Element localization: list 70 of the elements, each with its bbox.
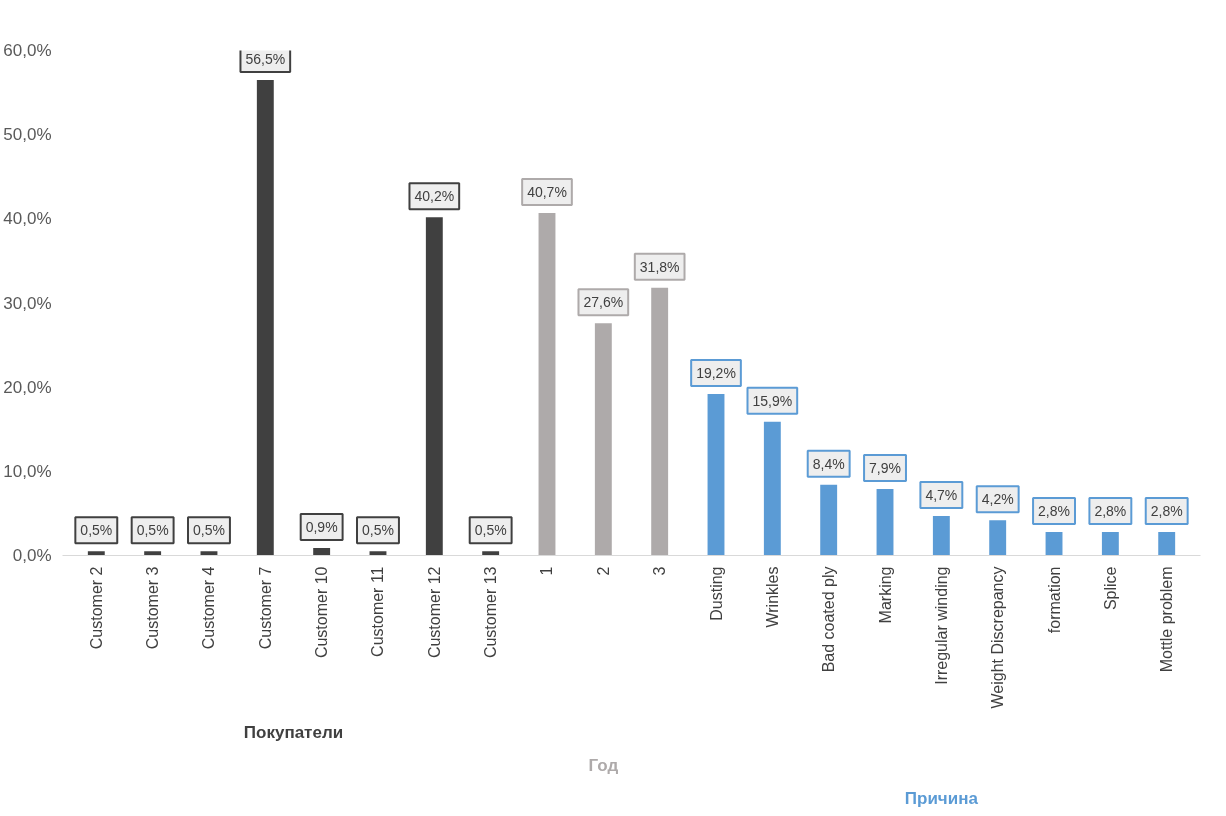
bar [763,421,781,556]
x-tick-label: Bad coated ply [820,566,838,673]
x-tick-label: 3 [651,566,669,576]
data-label: 2,8% [1150,502,1183,519]
x-tick-label: Mottle problem [1158,566,1176,673]
y-tick-label: 20,0% [3,377,52,397]
x-tick-label: formation [1045,566,1063,634]
x-tick-label: 2 [594,566,612,576]
data-label: 31,8% [639,258,680,275]
data-label: 27,6% [583,294,624,311]
x-tick-label: Customer 13 [482,566,500,659]
x-tick-label: Wrinkles [763,566,781,628]
bar [1101,531,1119,556]
bar [538,212,556,556]
x-tick-label: Weight Discrepancy [989,566,1007,709]
y-tick-label: 40,0% [3,209,52,229]
x-tick-label: Marking [876,566,894,624]
data-label: 0,9% [305,518,338,535]
bar [313,547,331,556]
y-tick-label: 50,0% [3,125,52,145]
bar [1158,531,1176,556]
x-tick-label: Customer 4 [200,566,218,650]
data-label: 19,2% [696,364,736,381]
bar [87,551,105,556]
bar [594,323,612,556]
data-label: 4,2% [981,491,1014,508]
data-label: 15,9% [752,392,793,409]
bar [932,515,950,556]
x-tick-label: Customer 11 [369,566,387,657]
data-label: 40,2% [414,188,455,205]
data-label: 0,5% [136,522,169,539]
data-label: 2,8% [1038,502,1070,519]
bar [1045,531,1063,556]
bar [482,551,500,556]
data-label: 0,5% [80,522,113,539]
x-tick-label: 1 [538,566,556,576]
bar [200,551,218,556]
x-tick-label: Customer 7 [256,566,274,650]
x-tick-label: Dusting [707,566,725,621]
text: Покупатели [243,722,344,742]
bar [256,79,274,556]
y-tick-label: 60,0% [3,41,52,60]
data-label: 0,5% [193,522,225,539]
bar [651,287,669,556]
bar [707,393,725,556]
data-label: 56,5% [245,50,286,67]
data-label: 40,7% [527,183,567,200]
bar [425,217,443,556]
y-tick-label: 0,0% [12,546,52,565]
text: Год [588,755,619,775]
x-tick-label: Customer 3 [144,566,162,650]
x-tick-label: Customer 10 [313,566,331,659]
bar [989,520,1007,556]
text: Причина [904,788,979,808]
y-tick-label: 30,0% [3,293,52,313]
x-tick-label: Splice [1101,566,1119,611]
x-tick-label: Irregular winding [932,566,950,685]
bar [876,489,894,556]
data-label: 4,7% [925,486,958,503]
bar [369,551,387,556]
data-label: 2,8% [1094,502,1127,519]
y-tick-label: 10,0% [3,461,52,481]
data-label: 8,4% [812,455,845,472]
data-label: 7,9% [869,460,901,477]
bar [820,484,838,556]
data-label: 0,5% [362,522,394,539]
x-tick-label: Customer 12 [425,566,443,659]
bar [144,551,162,556]
data-label: 0,5% [474,522,507,539]
x-tick-label: Customer 2 [87,566,105,650]
